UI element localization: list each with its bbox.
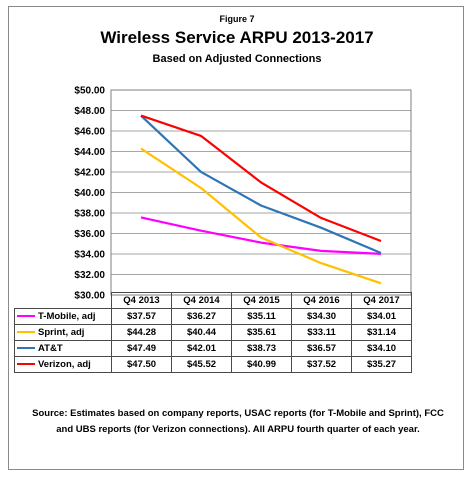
data-value-cell: $45.52 [171,356,232,373]
table-row: Verizon, adj $47.50 $45.52 $40.99 $37.52 $35.… [14,356,412,373]
data-value-cell: $35.27 [351,356,412,373]
series-line [140,114,382,243]
data-value-cell: $37.57 [111,308,172,325]
x-category-label: Q4 2014 [171,292,232,309]
y-tick-label: $44.00 [74,147,105,158]
figure-label: Figure 7 [219,14,255,24]
legend-key [17,347,35,350]
legend-key [17,315,35,318]
legend-key [17,363,35,366]
series-legend-cell: Verizon, adj [14,356,112,373]
y-tick-label: $30.00 [74,291,105,301]
series-name: Verizon, adj [38,359,91,370]
data-value-cell: $42.01 [171,340,232,357]
y-tick-label: $38.00 [74,209,105,220]
x-category-label: Q4 2017 [351,292,412,309]
data-value-cell: $36.27 [171,308,232,325]
table-row: T-Mobile, adj $37.57 $36.27 $35.11 $34.30 $34… [14,308,412,325]
table-header-row: Q4 2013 Q4 2014 Q4 2015 Q4 2016 Q4 2017 [15,292,412,309]
y-tick-label: $48.00 [74,106,105,117]
data-value-cell: $40.44 [171,324,232,341]
line-chart: $30.00 $32.00 $34.00 $36.00 $38.00 $40.00 $42.… [74,86,412,301]
y-tick-label: $40.00 [74,188,105,199]
x-category-label: Q4 2016 [291,292,352,309]
table-row: Sprint, adj $44.28 $40.44 $35.61 $33.11 $31.1… [14,324,412,341]
chart-subtitle: Based on Adjusted Connections [152,53,322,65]
y-tick-label: $32.00 [74,270,105,281]
data-value-cell: $35.61 [231,324,292,341]
x-category-label: Q4 2015 [231,292,292,309]
y-tick-label: $46.00 [74,127,105,138]
chart-title: Wireless Service ARPU 2013-2017 [100,28,374,47]
series-legend-cell: Sprint, adj [14,324,112,341]
data-value-cell: $34.01 [351,308,412,325]
data-value-cell: $36.57 [291,340,352,357]
series-name: Sprint, adj [38,327,85,338]
source-note: Source: Estimates based on company repor… [32,408,444,435]
x-category-label: Q4 2013 [111,292,172,309]
data-table: Q4 2013 Q4 2014 Q4 2015 Q4 2016 Q4 2017 T-Mob… [14,292,412,373]
series-legend-cell: T-Mobile, adj [14,308,112,325]
y-tick-label: $50.00 [74,86,105,97]
data-value-cell: $47.50 [111,356,172,373]
data-value-cell: $37.52 [291,356,352,373]
data-value-cell: $40.99 [231,356,292,373]
data-value-cell: $38.73 [231,340,292,357]
data-value-cell: $34.10 [351,340,412,357]
y-tick-label: $42.00 [74,168,105,179]
legend-key [17,331,35,334]
series-line [140,216,382,255]
series-name: AT&T [38,343,63,354]
data-value-cell: $47.49 [111,340,172,357]
y-tick-label: $34.00 [74,250,105,261]
series-line [140,114,382,255]
data-value-cell: $33.11 [291,324,352,341]
data-value-cell: $44.28 [111,324,172,341]
y-tick-label: $36.00 [74,229,105,240]
series-name: T-Mobile, adj [38,311,96,322]
data-value-cell: $35.11 [231,308,292,325]
data-value-cell: $31.14 [351,324,412,341]
table-row: AT&T $47.49 $42.01 $38.73 $36.57 $34.10 [14,340,412,357]
table-corner [15,293,112,309]
series-legend-cell: AT&T [14,340,112,357]
data-value-cell: $34.30 [291,308,352,325]
series-line [140,147,382,285]
